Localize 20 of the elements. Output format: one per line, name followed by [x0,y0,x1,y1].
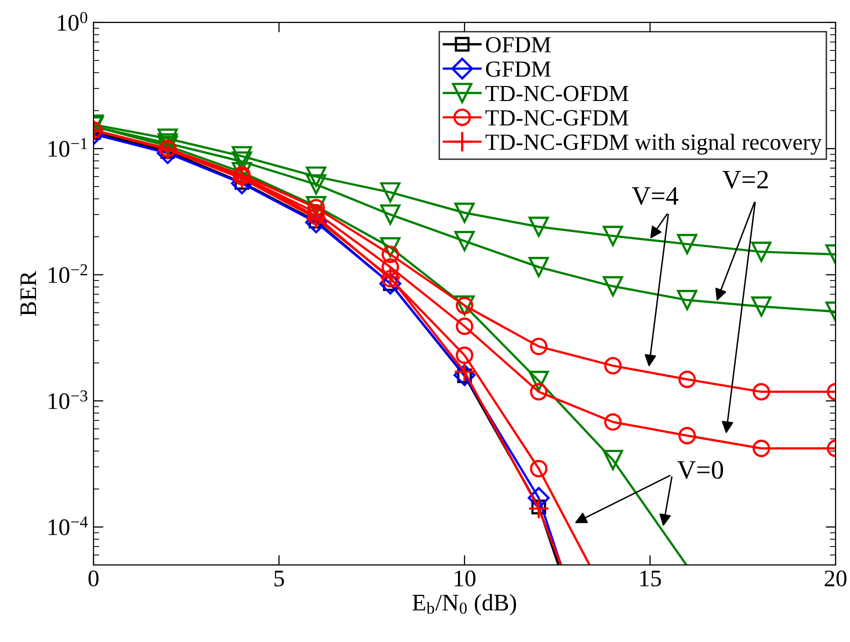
legend-label: OFDM [486,37,551,52]
x-axis-title: E$_{b}$/N$_{0}$ (dB) [412,594,516,616]
legend-label: TD-NC-GFDM with signal recovery [486,134,822,155]
annotation: V=0 [677,460,724,479]
annotation: V=2 [722,170,768,189]
y-tick-label: 10$^{−2}$ [48,264,88,284]
y-tick-label: 10$^{0}$ [58,12,88,31]
legend-label: TD-NC-OFDM [486,86,628,102]
x-tick-label: 20 [824,570,846,586]
x-tick-label: 15 [640,570,661,586]
y-tick-label: 10$^{−3}$ [48,390,88,410]
legend-label: GFDM [486,61,551,77]
y-tick-label: 10$^{−4}$ [48,516,88,536]
x-tick-label: 10 [454,570,476,586]
y-axis-title: BER [20,270,36,316]
x-tick-label: 5 [274,570,284,586]
legend-label: TD-NC-GFDM [486,110,628,126]
x-tick-label: 0 [88,570,99,586]
y-tick-label: 10$^{−1}$ [48,138,88,157]
annotation: V=4 [632,187,678,205]
